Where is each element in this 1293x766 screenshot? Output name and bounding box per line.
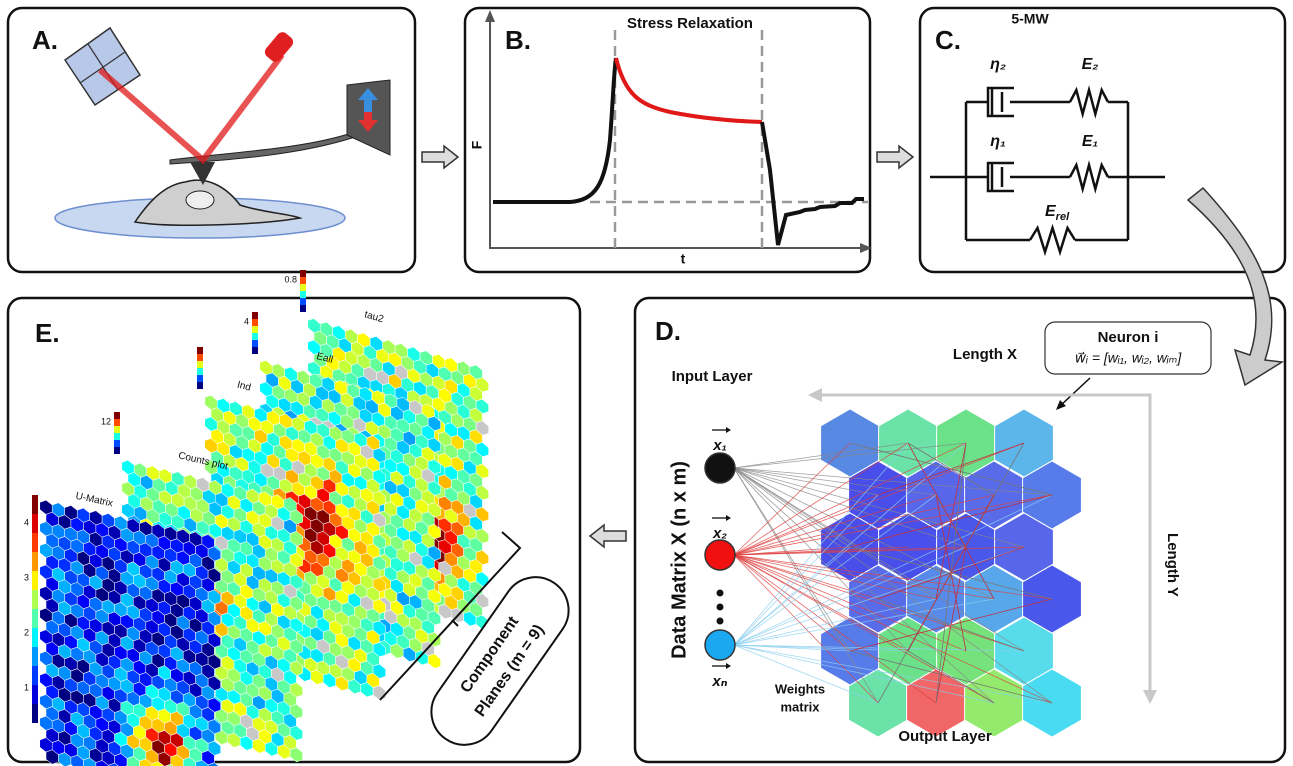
colorbar-label: 2 <box>24 627 29 637</box>
model-title: 5-MW <box>1011 11 1049 27</box>
nucleus <box>186 191 214 209</box>
colorbar-step <box>32 533 38 552</box>
flow-arrow <box>877 146 913 168</box>
colorbar-step <box>300 277 306 284</box>
axis-label: F <box>469 140 485 149</box>
colorbar-step <box>197 375 203 382</box>
flow-arrow <box>590 525 626 547</box>
colorbar-step <box>252 333 258 340</box>
colorbar-step <box>197 361 203 368</box>
symbol: E₂ <box>1082 56 1099 73</box>
colorbar-step <box>300 298 306 305</box>
panel-label: B. <box>505 25 531 55</box>
colorbar <box>197 347 203 389</box>
colorbar-step <box>114 419 120 426</box>
flow-arrow <box>422 146 458 168</box>
colorbar-step <box>197 354 203 361</box>
colorbar-step <box>197 347 203 354</box>
symbol: E₁ <box>1082 133 1098 150</box>
layer-label: Input Layer <box>672 368 753 385</box>
matrix-label: Data Matrix X (n x m) <box>668 461 690 659</box>
colorbar-step <box>197 368 203 375</box>
neuron-title: Neuron i <box>1098 329 1159 346</box>
colorbar-step <box>197 382 203 389</box>
colorbar-step <box>300 270 306 277</box>
axis-label: t <box>681 251 686 267</box>
colorbar-step <box>114 447 120 454</box>
symbol-sub: rel <box>1056 211 1070 223</box>
axis-label: Length Y <box>1164 533 1181 597</box>
ellipsis-dot <box>717 590 724 597</box>
colorbar-step <box>300 291 306 298</box>
panel-label: A. <box>32 25 58 55</box>
colorbar-label: 4 <box>244 316 249 326</box>
colorbar-step <box>300 284 306 291</box>
weights-label: matrix <box>780 699 820 714</box>
colorbar-step <box>252 340 258 347</box>
symbol: η₂ <box>990 56 1006 73</box>
colorbar-step <box>32 514 38 533</box>
plot-title: Stress Relaxation <box>627 15 753 32</box>
input-neuron <box>705 453 735 483</box>
colorbar-step <box>300 305 306 312</box>
input-neuron <box>705 630 735 660</box>
input-label: xₙ <box>711 673 727 690</box>
input-neuron <box>705 540 735 570</box>
panel-label: E. <box>35 318 60 348</box>
colorbar-step <box>114 440 120 447</box>
axis-label: Length X <box>953 346 1017 363</box>
colorbar-label: 4 <box>24 517 29 527</box>
colorbar-step <box>114 426 120 433</box>
component-plane <box>40 499 221 766</box>
colorbar-step <box>32 666 38 685</box>
ellipsis-dot <box>717 618 724 625</box>
symbol: η₁ <box>990 133 1005 150</box>
colorbar-step <box>32 704 38 723</box>
colorbar-step <box>32 647 38 666</box>
colorbar-step <box>252 312 258 319</box>
colorbar-step <box>32 571 38 590</box>
colorbar-step <box>252 319 258 326</box>
colorbar-step <box>252 347 258 354</box>
layer-label: Output Layer <box>898 728 992 745</box>
colorbar-step <box>32 495 38 514</box>
colorbar-step <box>252 326 258 333</box>
panel-label: C. <box>935 25 961 55</box>
colorbar-step <box>32 590 38 609</box>
colorbar-label: 1 <box>24 682 29 692</box>
colorbar-label: 0.8 <box>284 274 297 284</box>
neuron-formula: w⃗ᵢ = [wᵢ₁, wᵢ₂, wᵢₘ] <box>1075 350 1183 366</box>
colorbar-step <box>114 412 120 419</box>
colorbar-step <box>114 433 120 440</box>
weights-label: Weights <box>775 681 825 696</box>
figure: A.B.Stress RelaxationFtC.5-MWη₂E₂η₁E₁Ere… <box>0 0 1293 766</box>
input-label: x₁ <box>712 437 727 454</box>
colorbar-step <box>32 628 38 647</box>
panel-label: D. <box>655 316 681 346</box>
input-label: x₂ <box>712 525 727 542</box>
colorbar-step <box>32 552 38 571</box>
colorbar-step <box>32 609 38 628</box>
colorbar-label: 3 <box>24 572 29 582</box>
colorbar-label: 12 <box>101 416 111 426</box>
colorbar-step <box>32 685 38 704</box>
ellipsis-dot <box>717 604 724 611</box>
